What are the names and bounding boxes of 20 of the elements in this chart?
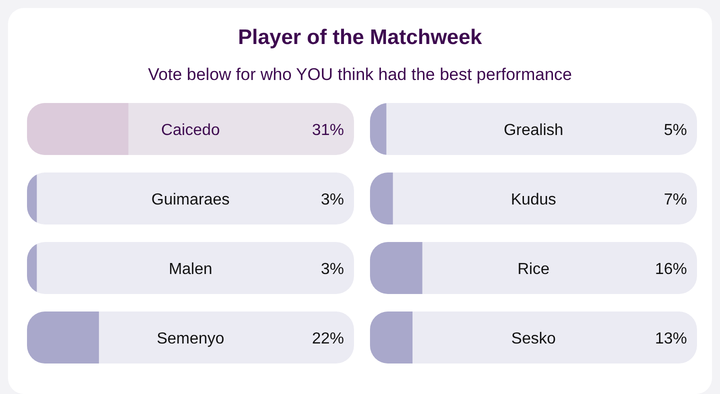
bar <box>370 242 422 294</box>
bar <box>370 312 413 364</box>
data-label: 3% <box>320 261 344 278</box>
chart-subtitle: Vote below for who YOU think had the best performance <box>148 65 572 84</box>
y-tick-label: Rice <box>517 261 550 278</box>
data-label: 16% <box>654 261 687 278</box>
y-tick-label: Semenyo <box>156 330 224 348</box>
data-label: 3% <box>320 192 344 208</box>
data-label: 5% <box>664 122 687 139</box>
y-tick-label: Caicedo <box>161 122 220 139</box>
y-tick-label: Kudus <box>510 192 556 208</box>
data-label: 31% <box>312 122 344 139</box>
y-tick-label: Sesko <box>511 330 556 348</box>
y-tick-label: Malen <box>168 261 212 278</box>
data-label: 13% <box>654 330 687 348</box>
y-tick-label: Guimaraes <box>151 192 230 208</box>
data-label: 7% <box>664 192 687 208</box>
y-tick-label: Grealish <box>504 122 564 139</box>
chart-title: Player of the Matchweek <box>238 26 482 49</box>
data-label: 22% <box>312 330 344 348</box>
